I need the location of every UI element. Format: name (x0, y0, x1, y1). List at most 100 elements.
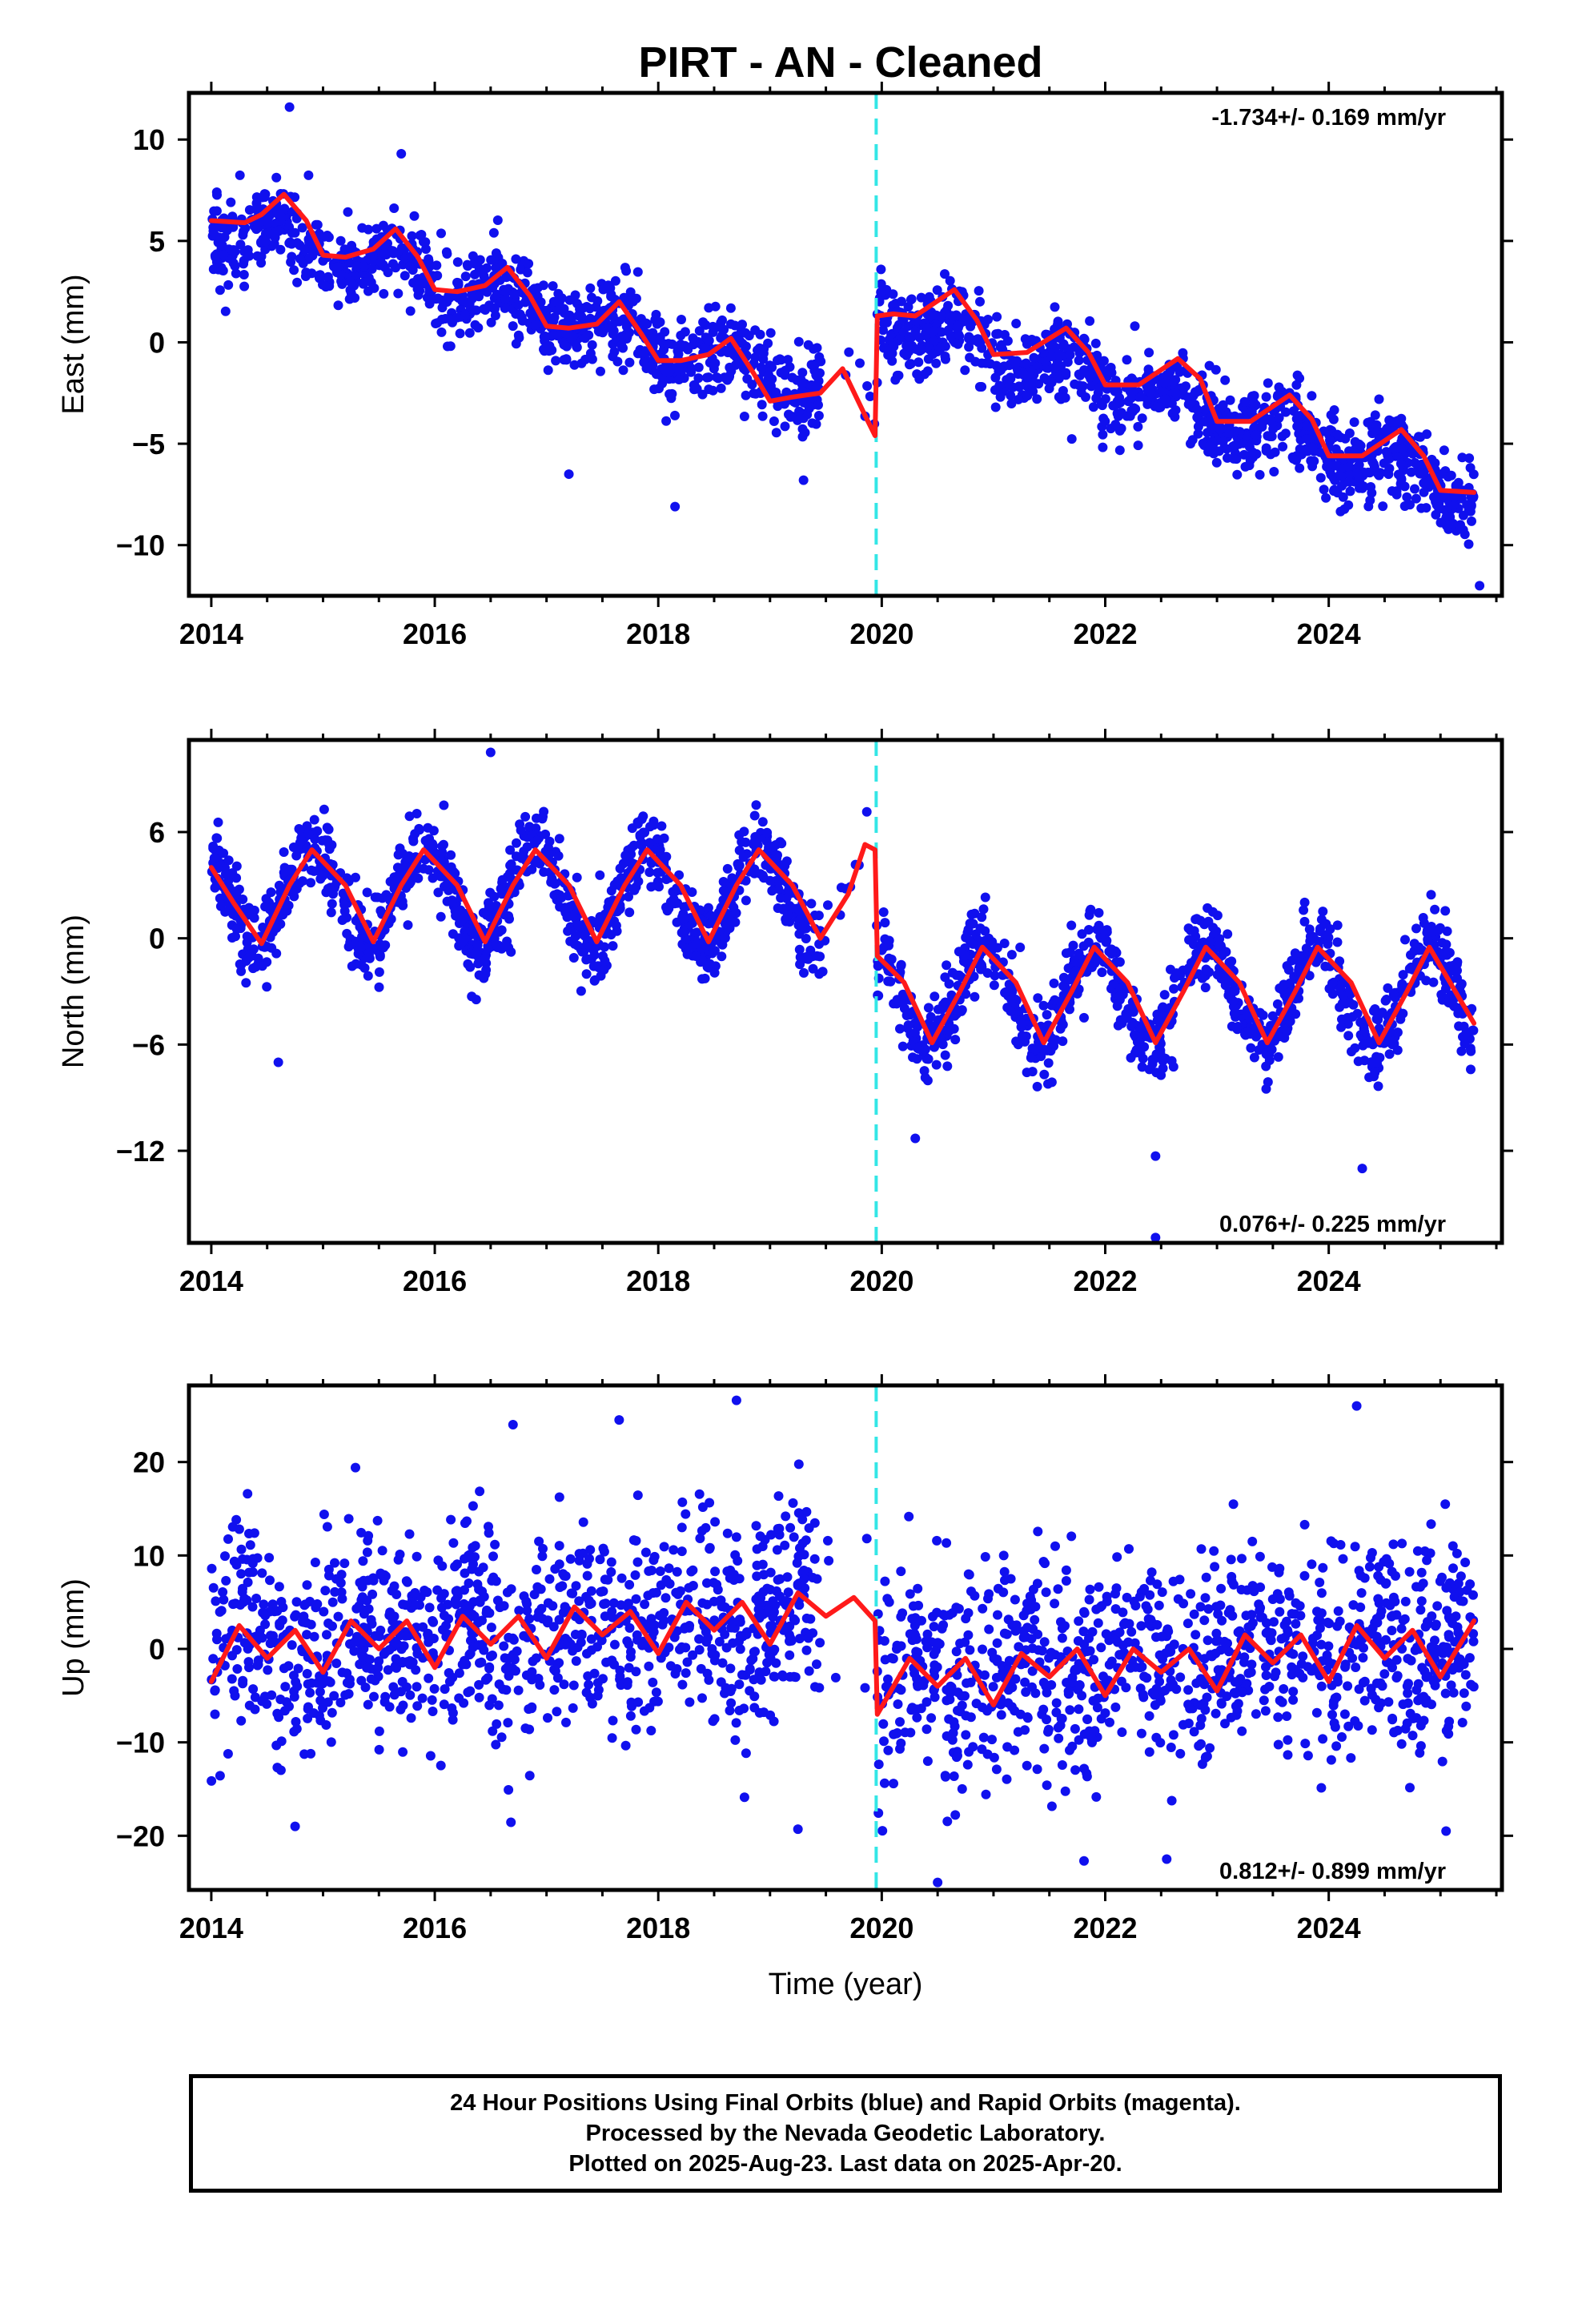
north-data-point (1114, 991, 1125, 1001)
north-data-point (1461, 1027, 1472, 1038)
north-data-point (895, 1023, 905, 1034)
east-data-point (616, 332, 627, 342)
east-data-point (235, 239, 246, 250)
up-data-point (1333, 1606, 1343, 1616)
east-data-point (876, 264, 886, 275)
east-data-point (1204, 360, 1215, 371)
north-data-point (989, 980, 999, 991)
north-data-point (739, 826, 749, 837)
east-data-point (548, 281, 558, 292)
up-data-point (1182, 1618, 1193, 1629)
up-data-point (486, 1622, 496, 1633)
north-data-point (1336, 1022, 1347, 1032)
up-data-point (1351, 1663, 1361, 1672)
east-data-point (914, 374, 925, 384)
up-data-point (646, 1566, 656, 1575)
east-data-point (299, 244, 310, 254)
up-data-point (772, 1545, 782, 1555)
north-data-point (896, 959, 906, 970)
east-data-point (511, 254, 521, 264)
east-data-point (226, 197, 236, 207)
north-data-point (1050, 1035, 1060, 1045)
up-data-point (1246, 1667, 1256, 1678)
north-data-point (1078, 941, 1089, 951)
east-data-point (670, 410, 680, 420)
east-data-point (405, 306, 416, 316)
north-data-point (654, 882, 664, 892)
north-y-tick-label: −12 (116, 1135, 165, 1168)
north-data-point (1147, 1059, 1158, 1069)
north-data-point (958, 950, 969, 959)
up-data-point (877, 1826, 888, 1836)
north-data-point (457, 937, 468, 947)
north-data-point (1158, 1055, 1168, 1066)
east-frame (187, 90, 1504, 598)
east-data-point (1168, 377, 1178, 388)
east-data-point (1065, 350, 1075, 360)
north-data-point (969, 971, 979, 982)
east-data-point (551, 356, 561, 366)
north-data-point (1077, 929, 1087, 939)
east-data-point (522, 267, 532, 278)
east-data-point (1053, 316, 1063, 327)
east-data-point (1174, 367, 1185, 377)
up-data-point (688, 1581, 698, 1590)
north-data-point (942, 1061, 953, 1072)
north-data-point (615, 863, 625, 874)
north-data-point (547, 873, 557, 883)
up-data-point (913, 1583, 923, 1594)
north-data-point (1273, 1031, 1283, 1041)
east-x-tick-label: 2018 (626, 617, 690, 650)
east-data-point (704, 303, 714, 313)
east-outlier-point (564, 469, 574, 480)
north-data-point (1335, 956, 1345, 967)
east-data-point (343, 207, 353, 217)
east-data-point (572, 341, 582, 352)
east-data-point (1456, 520, 1465, 530)
up-data-point (746, 1655, 757, 1666)
north-data-point (208, 843, 219, 854)
north-data-point (1392, 1045, 1403, 1055)
east-data-point (412, 283, 423, 294)
north-data-point (722, 863, 733, 874)
north-data-point (1223, 929, 1233, 939)
east-data-point (500, 294, 511, 304)
north-data-point (633, 876, 644, 887)
east-data-point (883, 350, 893, 360)
north-data-point (1323, 939, 1333, 949)
north-data-point (355, 942, 366, 952)
east-data-point (291, 213, 302, 223)
east-data-point (936, 312, 946, 321)
east-data-point (416, 230, 427, 239)
east-data-point (1162, 370, 1172, 380)
east-data-point (1369, 461, 1379, 472)
east-outlier-point (396, 148, 407, 159)
east-data-point (693, 362, 704, 372)
north-data-point (624, 907, 635, 918)
up-data-point (1022, 1760, 1032, 1771)
up-data-point (462, 1516, 472, 1526)
east-data-point (693, 373, 704, 384)
east-data-point (358, 261, 368, 271)
north-data-point (1106, 949, 1117, 959)
east-data-point (689, 340, 699, 350)
east-data-point (1257, 422, 1267, 432)
east-data-point (578, 303, 588, 313)
east-data-point (1070, 379, 1080, 389)
up-data-point (1260, 1706, 1271, 1716)
east-data-point (991, 329, 1002, 340)
north-data-point (940, 1050, 950, 1060)
north-data-point (757, 817, 768, 827)
north-data-point (1121, 1011, 1131, 1022)
north-data-point (794, 929, 805, 939)
north-data-point (1155, 1048, 1166, 1059)
east-data-point (580, 333, 590, 344)
north-data-point (1058, 1019, 1068, 1030)
up-data-point (243, 1489, 253, 1499)
north-data-point (1363, 1038, 1374, 1048)
up-data-point (221, 1575, 231, 1586)
east-data-point (1419, 487, 1429, 497)
east-data-point (974, 286, 984, 296)
north-data-point (1373, 1081, 1383, 1092)
east-data-point (592, 296, 603, 306)
